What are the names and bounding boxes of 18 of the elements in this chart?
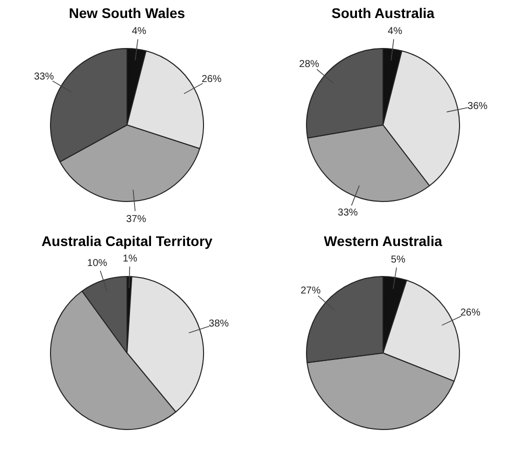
data-label: 5% <box>390 254 406 266</box>
data-label: 33% <box>338 208 358 219</box>
chart-title: South Australia <box>330 4 436 22</box>
data-label: 4% <box>132 26 146 37</box>
data-label: 38% <box>208 318 229 330</box>
data-label: 37% <box>126 214 146 225</box>
data-label: 33% <box>34 72 54 83</box>
data-label: 1% <box>122 253 138 264</box>
chart-title: New South Wales <box>68 4 186 22</box>
data-label: 26% <box>460 308 480 319</box>
data-label: 27% <box>300 285 321 296</box>
data-label: 28% <box>299 58 320 70</box>
data-label: 4% <box>388 26 402 37</box>
data-label: 26% <box>202 74 222 86</box>
chart-title: Australia Capital Territory <box>40 232 214 250</box>
data-label: 10% <box>87 258 108 269</box>
data-label: 36% <box>468 100 488 112</box>
chart-title: Western Australia <box>322 232 444 250</box>
